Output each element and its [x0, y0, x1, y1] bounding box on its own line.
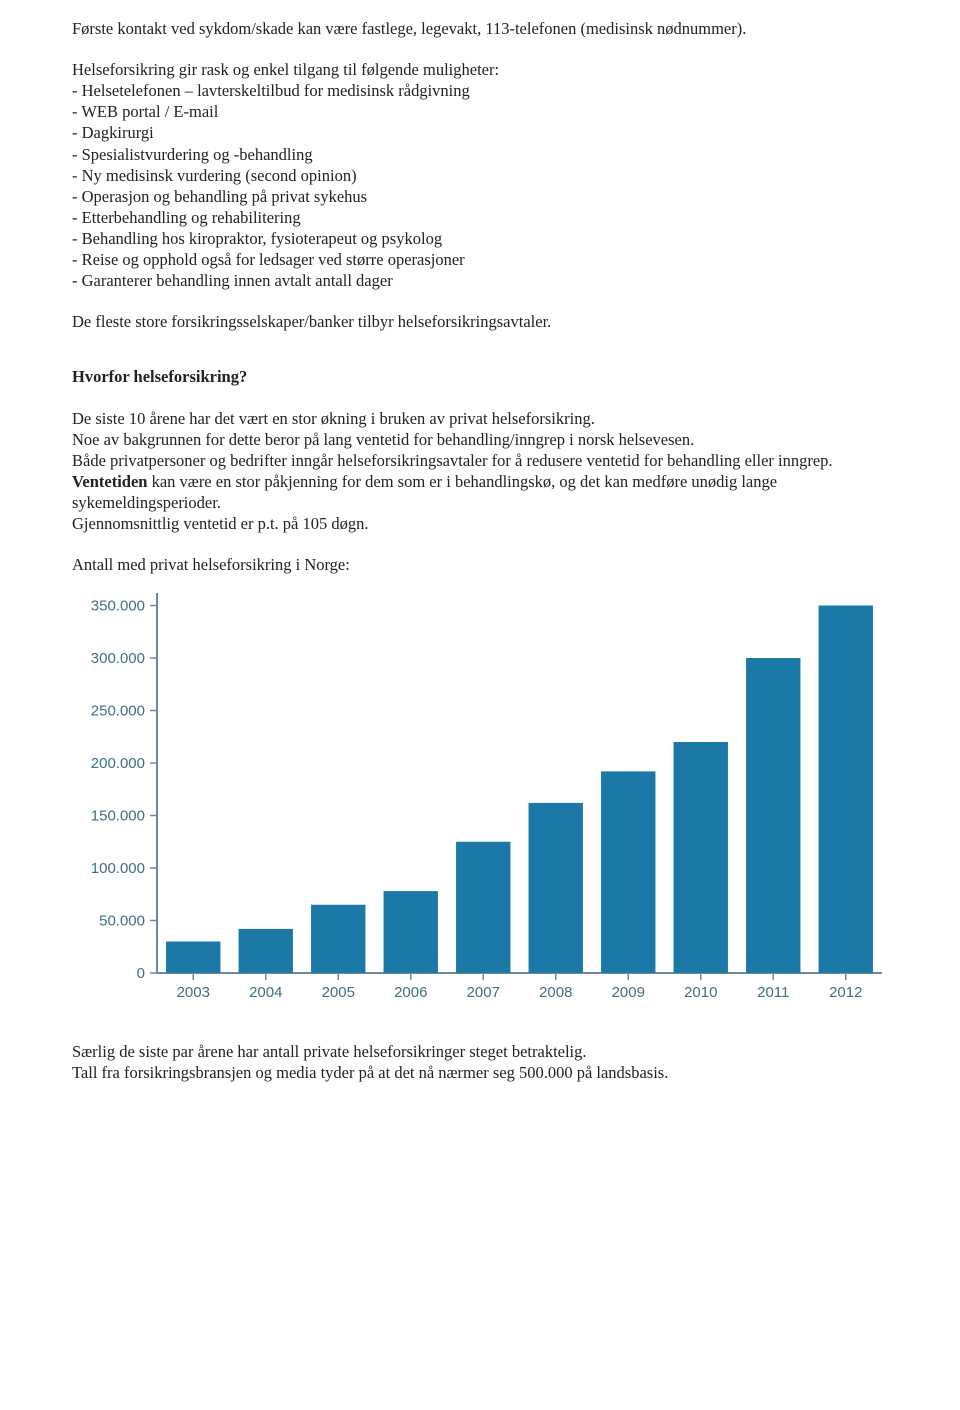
bullet-item: - Behandling hos kiropraktor, fysioterap…: [72, 228, 888, 249]
svg-text:2005: 2005: [322, 984, 355, 1001]
bar: [674, 742, 728, 973]
bar: [601, 772, 655, 974]
svg-text:2010: 2010: [684, 984, 717, 1001]
svg-text:100.000: 100.000: [91, 860, 145, 877]
svg-text:2008: 2008: [539, 984, 572, 1001]
bar-chart: 0 50.000 100.000 150.000 200.000 250.000 300.0…: [72, 585, 887, 1015]
bar: [166, 942, 220, 974]
bullet-item: - Operasjon og behandling på privat syke…: [72, 186, 888, 207]
paragraph-conclusion-1: Særlig de siste par årene har antall pri…: [72, 1041, 888, 1062]
paragraph-conclusion-2: Tall fra forsikringsbransjen og media ty…: [72, 1062, 888, 1083]
bar: [746, 658, 800, 973]
bullet-item: - WEB portal / E-mail: [72, 101, 888, 122]
svg-text:2004: 2004: [249, 984, 282, 1001]
bullet-list-options: - Helsetelefonen – lavterskeltilbud for …: [72, 80, 888, 291]
paragraph-providers: De fleste store forsikringsselskaper/ban…: [72, 311, 888, 332]
heading-why: Hvorfor helseforsikring?: [72, 366, 888, 387]
svg-text:200.000: 200.000: [91, 755, 145, 772]
svg-text:2009: 2009: [612, 984, 645, 1001]
svg-text:0: 0: [137, 965, 145, 982]
svg-text:2012: 2012: [829, 984, 862, 1001]
bullet-item: - Spesialistvurdering og -behandling: [72, 144, 888, 165]
why-line-1: De siste 10 årene har det vært en stor ø…: [72, 408, 888, 429]
why-line-2: Noe av bakgrunnen for dette beror på lan…: [72, 429, 888, 450]
svg-text:250.000: 250.000: [91, 703, 145, 720]
bullet-item: - Etterbehandling og rehabilitering: [72, 207, 888, 228]
bar: [239, 929, 293, 973]
wait-bold: Ventetiden: [72, 472, 147, 491]
wait-rest: kan være en stor påkjenning for dem som …: [72, 472, 777, 512]
svg-text:150.000: 150.000: [91, 808, 145, 825]
svg-text:2006: 2006: [394, 984, 427, 1001]
paragraph-why-block: De siste 10 årene har det vært en stor ø…: [72, 408, 888, 535]
svg-text:350.000: 350.000: [91, 598, 145, 615]
svg-text:2007: 2007: [467, 984, 500, 1001]
bullet-item: - Dagkirurgi: [72, 122, 888, 143]
svg-text:2011: 2011: [757, 984, 789, 1001]
why-line-wait: Ventetiden kan være en stor påkjenning f…: [72, 471, 888, 513]
paragraph-chart-caption: Antall med privat helseforsikring i Norg…: [72, 554, 888, 575]
why-line-avg: Gjennomsnittlig ventetid er p.t. på 105 …: [72, 513, 888, 534]
bar: [384, 891, 438, 973]
paragraph-first-contact: Første kontakt ved sykdom/skade kan være…: [72, 18, 888, 39]
bullet-item: - Helsetelefonen – lavterskeltilbud for …: [72, 80, 888, 101]
svg-text:2003: 2003: [177, 984, 210, 1001]
chart-container: 0 50.000 100.000 150.000 200.000 250.000 300.0…: [72, 585, 888, 1015]
bullet-item: - Reise og opphold også for ledsager ved…: [72, 249, 888, 270]
svg-text:50.000: 50.000: [99, 913, 145, 930]
bullet-item: - Garanterer behandling innen avtalt ant…: [72, 270, 888, 291]
paragraph-intro-list: Helseforsikring gir rask og enkel tilgan…: [72, 59, 888, 80]
bullet-item: - Ny medisinsk vurdering (second opinion…: [72, 165, 888, 186]
bar: [529, 803, 583, 973]
bar: [311, 905, 365, 973]
bar: [819, 606, 873, 974]
bar: [456, 842, 510, 973]
why-line-3: Både privatpersoner og bedrifter inngår …: [72, 450, 888, 471]
svg-text:300.000: 300.000: [91, 650, 145, 667]
